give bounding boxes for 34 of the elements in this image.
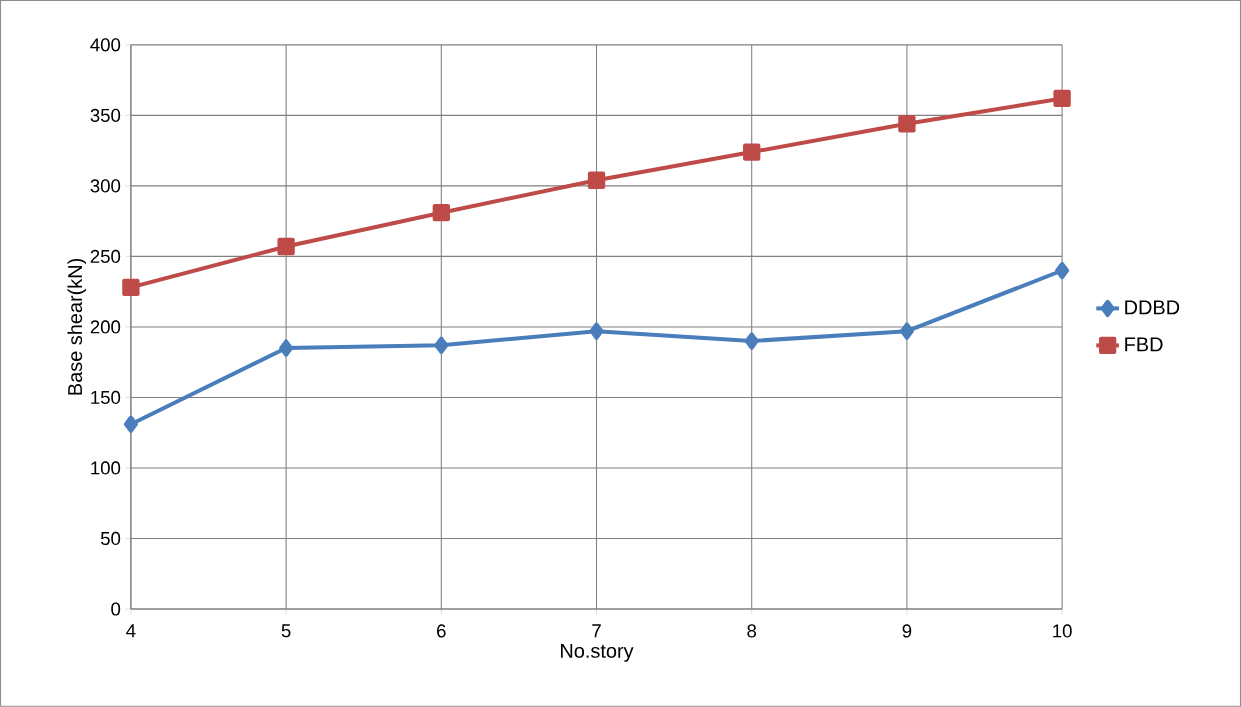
point	[279, 339, 294, 357]
y-tick-label: 50	[100, 531, 121, 546]
x-tick-label: 9	[902, 624, 912, 638]
y-tick-label: 100	[91, 461, 121, 475]
point	[1055, 261, 1070, 280]
x-tick-label: 8	[747, 624, 757, 638]
point	[277, 237, 295, 256]
point	[744, 332, 759, 350]
x-tick-label: 7	[592, 624, 601, 638]
point	[434, 336, 449, 354]
y-tick-label: 350	[90, 108, 121, 123]
x-tick-label: 10	[1053, 624, 1072, 638]
legend-label: FBD	[1125, 337, 1163, 352]
point	[899, 322, 914, 340]
y-axis-title: Base shear(kN)	[67, 259, 87, 395]
point	[123, 415, 138, 433]
y-tick-label: 200	[90, 320, 121, 334]
point	[898, 115, 916, 133]
y-tick-label: 250	[90, 249, 121, 264]
point	[122, 278, 140, 297]
x-axis-title: No.story	[561, 644, 634, 662]
point	[432, 204, 450, 222]
point	[587, 171, 606, 189]
y-tick-label: 150	[91, 390, 121, 405]
x-tick-label: 6	[437, 624, 446, 638]
y-tick-label: 0	[111, 602, 121, 616]
x-tick-label: 4	[126, 624, 136, 638]
point	[1053, 89, 1071, 108]
y-tick-label: 300	[90, 179, 121, 193]
point	[743, 143, 761, 161]
x-tick-label: 5	[281, 624, 291, 638]
point	[589, 322, 604, 340]
y-tick-label: 400	[90, 38, 121, 52]
legend-label: DDBD	[1125, 300, 1180, 315]
